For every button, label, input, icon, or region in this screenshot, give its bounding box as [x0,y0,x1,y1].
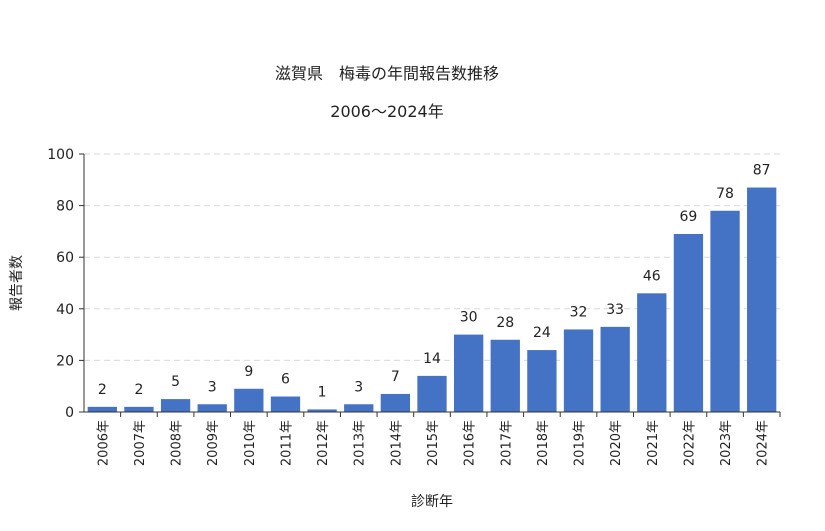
data-label: 3 [354,379,363,395]
x-tick-label: 2020年 [609,420,624,466]
bars [87,187,777,412]
bar [380,393,411,412]
data-label: 24 [533,325,551,341]
bar [344,404,374,412]
bar [490,339,520,412]
data-label: 6 [281,372,290,388]
x-tick-label: 2015年 [426,420,441,466]
data-label: 2 [134,382,143,398]
data-label: 3 [208,379,217,395]
bar [417,375,447,412]
x-tick-label: 2012年 [316,420,331,466]
data-label: 30 [460,310,478,326]
x-tick-label: 2009年 [206,420,221,466]
x-tick-label: 2023年 [719,420,734,466]
data-label: 2 [98,382,107,398]
chart-title: 滋賀県 梅毒の年間報告数推移 [275,64,499,83]
y-tick-label: 100 [47,147,74,163]
y-tick-label: 80 [56,199,74,215]
bar [527,350,557,412]
bar [124,406,154,412]
bar [87,406,117,412]
bar [160,399,191,412]
data-label: 7 [391,369,400,385]
bar [197,404,227,412]
x-tick-label: 2019年 [573,420,588,466]
data-label: 5 [171,374,180,390]
y-tick-label: 20 [56,353,74,369]
bar [270,396,301,412]
x-tick-label: 2008年 [170,420,185,466]
x-tick-label: 2022年 [682,420,697,466]
bar [747,187,777,412]
x-tick-label: 2006年 [96,420,111,466]
data-label: 28 [496,315,514,331]
x-tick-label: 2010年 [243,420,258,466]
x-tick-label: 2011年 [279,420,294,466]
x-tick-label: 2021年 [646,420,661,466]
bar [453,334,484,412]
x-tick-label: 2007年 [133,420,148,466]
data-label: 9 [244,364,253,380]
chart-subtitle: 2006～2024年 [330,102,443,121]
bar [307,409,337,412]
x-tick-label: 2014年 [389,420,404,466]
y-axis-label: 報告者数 [9,255,25,311]
data-label: 32 [570,304,588,320]
bar [234,388,264,412]
x-tick-label: 2017年 [499,420,514,466]
x-axis-label: 診断年 [411,494,453,510]
data-label: 14 [423,351,441,367]
x-tick-label: 2013年 [353,420,368,466]
data-label: 33 [606,302,624,318]
data-label: 78 [716,186,734,202]
data-label: 1 [318,384,327,400]
bar [673,233,704,412]
data-label: 87 [753,163,771,179]
data-labels: 2 2 5 3 9 6 1 3 7 14 30 28 24 32 33 46 69 78 87 [98,163,771,401]
axes: 0 20 40 60 80 100 2006年 2007年 2008年 2009年 2010年 201… [47,147,781,466]
x-tick-label: 2024年 [756,420,771,466]
bar [600,326,630,412]
y-tick-label: 60 [56,250,74,266]
data-label: 69 [680,209,698,225]
bar [563,329,594,412]
bar [710,210,740,412]
y-tick-label: 0 [65,405,74,421]
x-tick-label: 2018年 [536,420,551,466]
bar [637,293,667,412]
x-tick-label: 2016年 [463,420,478,466]
y-tick-label: 40 [56,302,74,318]
data-label: 46 [643,268,661,284]
